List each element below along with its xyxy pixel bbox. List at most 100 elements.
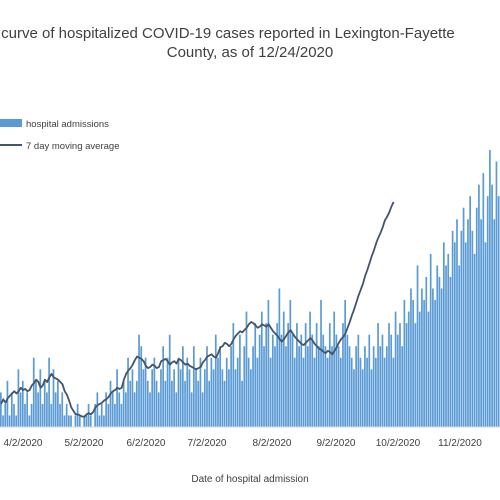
bar-hospital-admissions (96, 392, 99, 428)
bar-hospital-admissions (19, 392, 22, 428)
bar-hospital-admissions (317, 346, 320, 427)
bar-hospital-admissions (48, 357, 50, 427)
bar-hospital-admissions (201, 392, 204, 428)
bar-hospital-admissions (372, 346, 375, 427)
bar-hospital-admissions (350, 357, 353, 427)
bar-hospital-admissions (434, 300, 436, 427)
bar-hospital-admissions (225, 357, 228, 427)
bar-hospital-admissions (390, 334, 393, 427)
bar-hospital-admissions (333, 311, 336, 427)
legend-swatch-hospital-admissions (0, 119, 22, 127)
bar-hospital-admissions (361, 369, 364, 427)
bar-hospital-admissions (250, 369, 252, 427)
bar-hospital-admissions (4, 403, 7, 427)
bar-hospital-admissions (0, 392, 2, 428)
bar-hospital-admissions (353, 369, 355, 427)
legend: hospital admissions 7 day moving average (0, 119, 119, 152)
bar-hospital-admissions (186, 357, 189, 427)
bar-hospital-admissions (166, 357, 169, 427)
bar-hospital-admissions (24, 403, 26, 427)
bars-layer (0, 150, 500, 428)
bar-hospital-admissions (103, 415, 105, 427)
bar-hospital-admissions (440, 288, 443, 427)
bar-hospital-admissions (94, 403, 97, 427)
x-tick-label: 7/2/2020 (188, 438, 227, 449)
bar-hospital-admissions (190, 392, 193, 428)
bar-hospital-admissions (269, 357, 272, 427)
bar-hospital-admissions (208, 380, 211, 427)
bar-hospital-admissions (41, 403, 44, 427)
bar-hospital-admissions (346, 334, 349, 427)
x-ticks-layer: 4/2/2020 5/2/2020 6/2/2020 7/2/2020 8/2/2020… (4, 438, 483, 449)
bar-hospital-admissions (125, 392, 127, 428)
bar-hospital-admissions (379, 346, 382, 427)
bar-hospital-admissions (114, 403, 116, 427)
bar-hospital-admissions (6, 380, 9, 427)
bar-hospital-admissions (105, 392, 107, 428)
bar-hospital-admissions (74, 415, 77, 427)
bar-hospital-admissions (164, 380, 167, 427)
bar-hospital-admissions (155, 380, 158, 427)
bar-hospital-admissions (160, 369, 162, 427)
bar-hospital-admissions (320, 300, 322, 427)
bar-hospital-admissions (26, 392, 29, 428)
bar-hospital-admissions (462, 207, 465, 427)
bar-hospital-admissions (21, 380, 24, 427)
bar-hospital-admissions (335, 334, 338, 427)
bar-hospital-admissions (280, 334, 283, 427)
bar-hospital-admissions (197, 380, 200, 427)
bar-hospital-admissions (392, 357, 395, 427)
bar-hospital-admissions (478, 184, 480, 428)
bar-hospital-admissions (432, 288, 434, 427)
bar-hospital-admissions (168, 334, 171, 427)
x-tick-label: 8/2/2020 (253, 438, 292, 449)
bar-hospital-admissions (421, 288, 423, 427)
bar-hospital-admissions (304, 323, 307, 428)
bar-hospital-admissions (46, 392, 48, 428)
bar-hospital-admissions (337, 346, 340, 427)
bar-hospital-admissions (265, 323, 268, 428)
bar-hospital-admissions (260, 311, 263, 427)
bar-hospital-admissions (177, 357, 180, 427)
bar-hospital-admissions (388, 323, 390, 428)
bar-hospital-admissions (451, 230, 454, 427)
bar-hospital-admissions (206, 346, 208, 427)
bar-hospital-admissions (456, 219, 458, 427)
bar-hospital-admissions (43, 380, 46, 427)
bar-hospital-admissions (313, 357, 316, 427)
bar-hospital-admissions (52, 369, 55, 427)
bar-hospital-admissions (258, 334, 261, 427)
bar-hospital-admissions (322, 334, 325, 427)
bar-hospital-admissions (427, 311, 430, 427)
bar-hospital-admissions (359, 357, 362, 427)
bar-hospital-admissions (403, 300, 406, 427)
bar-hospital-admissions (129, 380, 132, 427)
bar-hospital-admissions (83, 415, 86, 427)
bar-hospital-admissions (57, 380, 59, 427)
bar-hospital-admissions (326, 357, 329, 427)
bar-hospital-admissions (223, 380, 226, 427)
bar-hospital-admissions (173, 369, 175, 427)
bar-hospital-admissions (153, 357, 156, 427)
x-axis-title: Date of hospital admission (191, 474, 308, 485)
moving-average-line (0, 201, 395, 418)
x-tick-label: 4/2/2020 (4, 438, 43, 449)
bar-hospital-admissions (127, 357, 129, 427)
bar-hospital-admissions (484, 242, 487, 427)
bar-hospital-admissions (67, 415, 70, 427)
bar-hospital-admissions (39, 369, 42, 427)
bar-hospital-admissions (271, 334, 274, 427)
bar-hospital-admissions (291, 334, 294, 427)
bar-hospital-admissions (307, 346, 309, 427)
bar-hospital-admissions (140, 346, 143, 427)
bar-hospital-admissions (241, 380, 243, 427)
bar-hospital-admissions (486, 196, 489, 427)
bar-hospital-admissions (65, 403, 68, 427)
bar-hospital-admissions (287, 323, 289, 428)
bar-hospital-admissions (311, 334, 314, 427)
bar-hospital-admissions (85, 415, 88, 427)
bar-hospital-admissions (254, 323, 257, 428)
bar-hospital-admissions (28, 415, 31, 427)
bar-hospital-admissions (282, 311, 285, 427)
